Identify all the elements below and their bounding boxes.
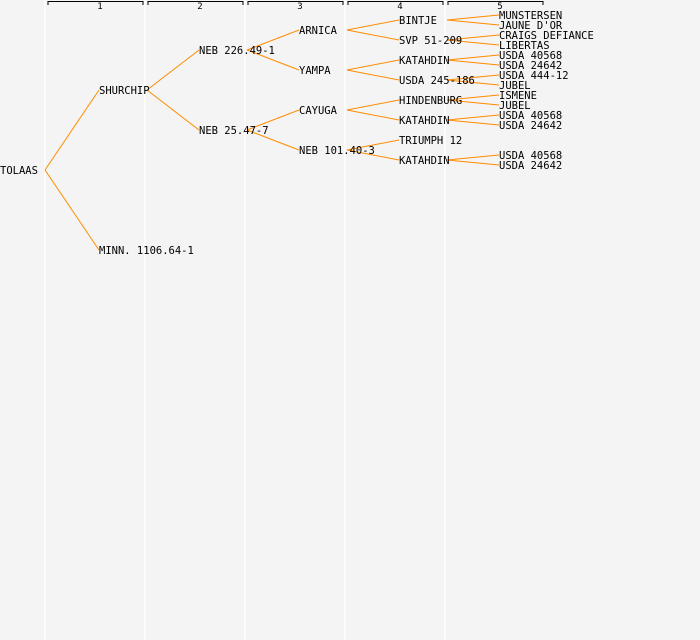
parent-link bbox=[44, 89, 100, 171]
parent-link bbox=[446, 34, 500, 41]
parent-link bbox=[346, 99, 400, 111]
generation-bracket bbox=[347, 1, 444, 5]
parent-link bbox=[346, 29, 400, 41]
parent-link bbox=[446, 74, 500, 81]
generation-bracket bbox=[247, 1, 344, 5]
pedigree-node[interactable]: HINDENBURG bbox=[399, 95, 462, 107]
pedigree-node[interactable]: TOLAAS bbox=[0, 165, 38, 177]
pedigree-node[interactable]: JAUNE D'OR bbox=[499, 20, 563, 32]
parent-link bbox=[246, 109, 300, 131]
parent-link bbox=[346, 139, 400, 151]
parent-link bbox=[446, 94, 500, 101]
parent-link bbox=[446, 39, 500, 46]
pedigree-node[interactable]: LIBERTAS bbox=[499, 40, 550, 52]
parent-link bbox=[246, 129, 300, 151]
pedigree-node[interactable]: SVP 51-209 bbox=[399, 35, 462, 47]
parent-link bbox=[246, 49, 300, 71]
generation-label: 3 bbox=[297, 2, 302, 12]
pedigree-node[interactable]: JUBEL bbox=[499, 80, 531, 92]
parent-link bbox=[446, 14, 500, 21]
pedigree-node[interactable]: MUNSTERSEN bbox=[499, 10, 562, 22]
generation-label: 1 bbox=[97, 2, 102, 12]
pedigree-node[interactable]: BINTJE bbox=[399, 15, 437, 27]
pedigree-node[interactable]: TRIUMPH 12 bbox=[399, 135, 462, 147]
pedigree-node[interactable]: USDA 40568 bbox=[499, 150, 562, 162]
pedigree-node[interactable]: USDA 24642 bbox=[499, 160, 562, 172]
parent-link bbox=[346, 19, 400, 31]
pedigree-node[interactable]: USDA 40568 bbox=[499, 110, 562, 122]
pedigree-node[interactable]: ARNICA bbox=[299, 25, 338, 37]
pedigree-node[interactable]: USDA 40568 bbox=[499, 50, 562, 62]
pedigree-node[interactable]: SHURCHIP bbox=[99, 85, 150, 97]
parent-link bbox=[346, 59, 400, 71]
parent-link bbox=[446, 159, 500, 166]
parent-link bbox=[146, 89, 200, 131]
parent-link bbox=[446, 59, 500, 66]
parent-link bbox=[44, 169, 100, 251]
parent-link bbox=[346, 109, 400, 121]
pedigree-node[interactable]: NEB 101.40-3 bbox=[299, 145, 375, 157]
pedigree-node[interactable]: CAYUGA bbox=[299, 105, 338, 117]
generation-bracket bbox=[47, 1, 144, 5]
pedigree-node[interactable]: USDA 24642 bbox=[499, 120, 562, 132]
pedigree-node[interactable]: USDA 245-186 bbox=[399, 75, 475, 87]
parent-link bbox=[446, 99, 500, 106]
pedigree-node[interactable]: ISMENE bbox=[499, 90, 537, 102]
pedigree-node[interactable]: USDA 444-12 bbox=[499, 70, 569, 82]
parent-link bbox=[446, 54, 500, 61]
generation-label: 2 bbox=[197, 2, 202, 12]
generation-label: 5 bbox=[497, 2, 502, 12]
parent-link bbox=[446, 119, 500, 126]
pedigree-node[interactable]: KATAHDIN bbox=[399, 115, 450, 127]
generation-bracket bbox=[147, 1, 244, 5]
parent-link bbox=[446, 19, 500, 26]
pedigree-node[interactable]: MINN. 1106.64-1 bbox=[99, 245, 194, 257]
pedigree-node[interactable]: JUBEL bbox=[499, 100, 531, 112]
pedigree-node[interactable]: KATAHDIN bbox=[399, 55, 450, 67]
pedigree-node[interactable]: KATAHDIN bbox=[399, 155, 450, 167]
parent-link bbox=[446, 114, 500, 121]
parent-link bbox=[446, 154, 500, 161]
parent-link bbox=[146, 49, 200, 91]
parent-link bbox=[446, 79, 500, 86]
pedigree-node[interactable]: USDA 24642 bbox=[499, 60, 562, 72]
pedigree-node[interactable]: CRAIGS DEFIANCE bbox=[499, 30, 594, 42]
pedigree-node[interactable]: NEB 25.47-7 bbox=[199, 125, 269, 137]
parent-link bbox=[346, 149, 400, 161]
pedigree-node[interactable]: YAMPA bbox=[299, 65, 331, 77]
generation-label: 4 bbox=[397, 2, 402, 12]
pedigree-node[interactable]: NEB 226.49-1 bbox=[199, 45, 275, 57]
generation-bracket bbox=[447, 1, 544, 5]
parent-link bbox=[246, 29, 300, 51]
parent-link bbox=[346, 69, 400, 81]
